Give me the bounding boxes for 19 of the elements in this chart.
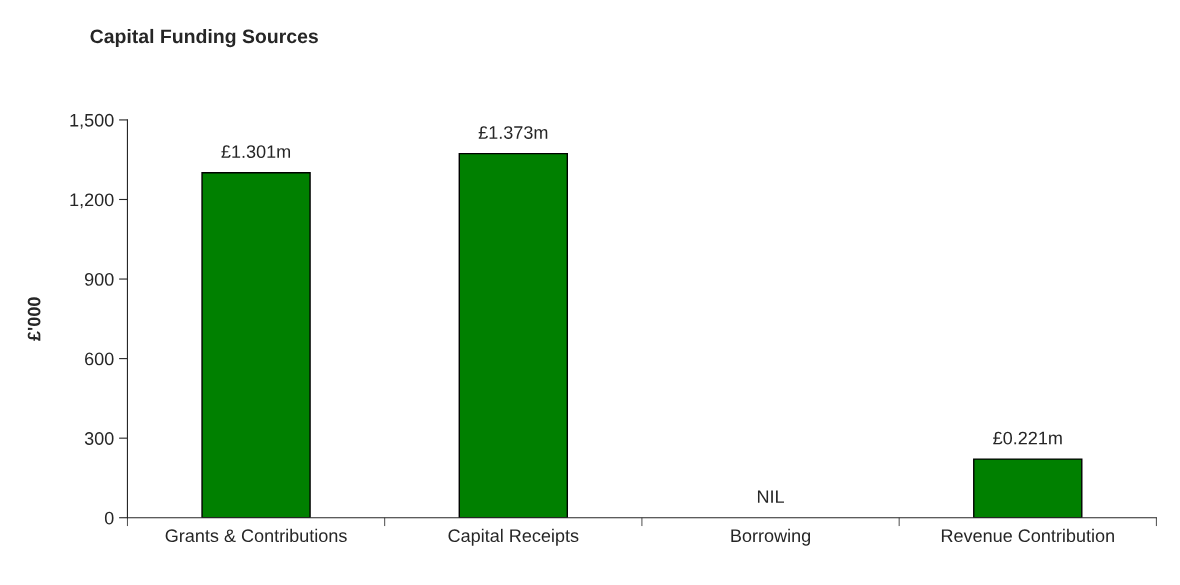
x-tick-label: Capital Receipts: [448, 528, 579, 546]
annotation: £0.221m: [993, 431, 1062, 445]
annotation: £1.301m: [221, 145, 290, 159]
bar: [973, 458, 1083, 518]
y-tick-label: 0: [104, 511, 114, 525]
y-tick-label: 900: [84, 272, 114, 286]
annotation: £1.373m: [478, 126, 548, 139]
y-tick-label: 300: [84, 432, 114, 445]
bar: [458, 152, 569, 518]
x-tick-label: Revenue Contribution: [941, 528, 1114, 543]
y-tick-label: 1,200: [70, 193, 114, 209]
x-tick-label: Grants & Contributions: [165, 528, 347, 543]
bar: [201, 172, 311, 518]
y-tick-label: 1,500: [70, 113, 114, 129]
y-tick-label: 600: [85, 352, 114, 366]
y-axis-title: £'000: [27, 297, 41, 341]
annotation: NIL: [757, 490, 784, 503]
chart-title: Capital Funding Sources: [90, 28, 318, 48]
x-tick-label: Borrowing: [731, 528, 811, 546]
